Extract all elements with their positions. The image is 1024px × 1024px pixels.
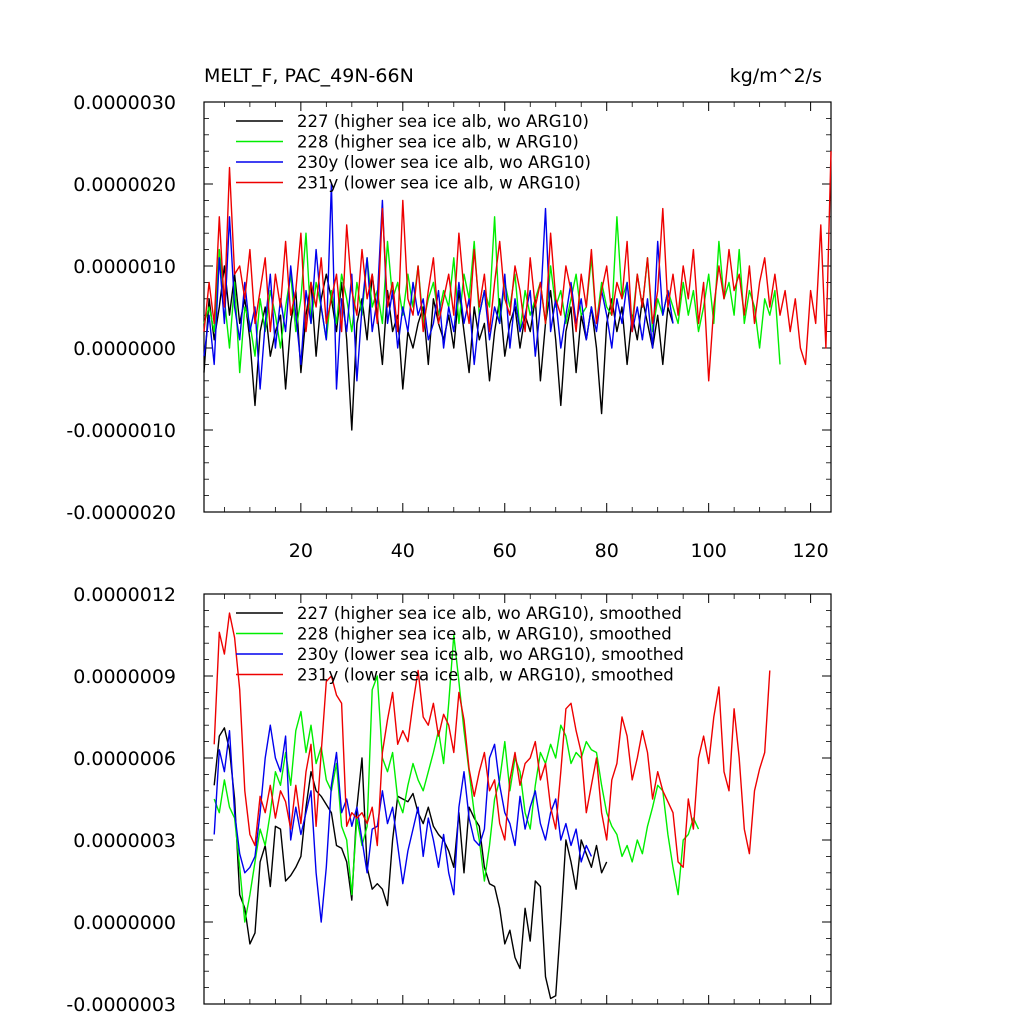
top-title: MELT_F, PAC_49N-66N bbox=[204, 65, 414, 87]
y-tick-label: 0.0000020 bbox=[73, 174, 176, 196]
series-line-231y-smoothed bbox=[213, 612, 771, 868]
y-tick-label: 0.0000000 bbox=[73, 338, 176, 360]
bottom-panel: 0.0000012 0.0000009 0.0000006 0.0000003 0.00… bbox=[66, 584, 832, 1016]
series-line-230y-smoothed bbox=[213, 724, 593, 923]
legend-label: 227 (higher sea ice alb, wo ARG10) bbox=[297, 112, 589, 131]
y-tick-label: -0.0000020 bbox=[66, 502, 176, 524]
x-tick-label: 60 bbox=[493, 540, 517, 562]
top-units: kg/m^2/s bbox=[730, 65, 822, 87]
x-tick-label: 120 bbox=[792, 540, 828, 562]
legend-label: 230y (lower sea ice alb, wo ARG10) bbox=[297, 153, 591, 172]
x-tick-label: 80 bbox=[595, 540, 619, 562]
legend-label: 231y (lower sea ice alb, w ARG10), smoot… bbox=[297, 666, 674, 685]
y-tick-label: -0.0000003 bbox=[66, 994, 176, 1016]
series-line-231y bbox=[203, 151, 832, 382]
x-tick-label: 40 bbox=[391, 540, 415, 562]
legend-label: 228 (higher sea ice alb, w ARG10), smoot… bbox=[297, 625, 672, 644]
legend-label: 230y (lower sea ice alb, wo ARG10), smoo… bbox=[297, 645, 684, 664]
legend-label: 228 (higher sea ice alb, w ARG10) bbox=[297, 133, 579, 152]
series-line-230y bbox=[203, 183, 674, 390]
y-tick-label: 0.0000006 bbox=[73, 748, 176, 770]
top-plot-frame bbox=[203, 101, 832, 513]
series-line-227-smoothed bbox=[213, 727, 608, 1000]
series-line-228-smoothed bbox=[213, 634, 700, 923]
y-tick-label: -0.0000010 bbox=[66, 420, 176, 442]
y-tick-label: 0.0000010 bbox=[73, 256, 176, 278]
legend-label: 231y (lower sea ice alb, w ARG10) bbox=[297, 174, 581, 193]
y-tick-label: 0.0000003 bbox=[73, 830, 176, 852]
legend-label: 227 (higher sea ice alb, wo ARG10), smoo… bbox=[297, 604, 682, 623]
y-tick-label: 0.0000009 bbox=[73, 666, 176, 688]
y-tick-label: 0.0000012 bbox=[73, 584, 176, 606]
y-tick-label: 0.0000000 bbox=[73, 912, 176, 934]
x-tick-label: 100 bbox=[691, 540, 727, 562]
bottom-plot-frame bbox=[203, 593, 832, 1005]
top-panel: MELT_F, PAC_49N-66N kg/m^2/s 0.0000030 0.… bbox=[66, 65, 832, 562]
series-line-228 bbox=[203, 216, 781, 374]
y-tick-label: 0.0000030 bbox=[73, 92, 176, 114]
x-tick-label: 20 bbox=[289, 540, 313, 562]
